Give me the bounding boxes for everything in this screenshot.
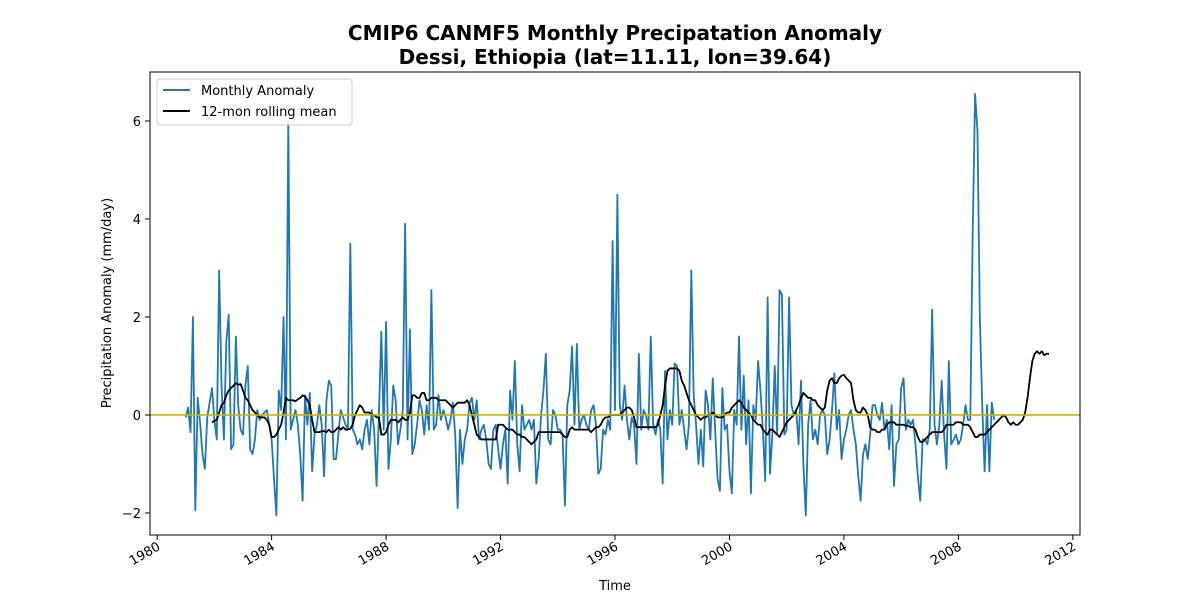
y-tick-label: 6 xyxy=(133,115,141,130)
legend-label-rolling-mean: 12-mon rolling mean xyxy=(201,105,337,120)
y-axis-ticks: −2 0 2 4 6 xyxy=(122,115,150,522)
x-axis-label: Time xyxy=(598,579,631,594)
legend-label-monthly-anomaly: Monthly Anomaly xyxy=(201,84,315,99)
y-tick-label: −2 xyxy=(122,507,141,522)
chart-title: CMIP6 CANMF5 Monthly Precipatation Anoma… xyxy=(348,21,882,45)
y-tick-label: 0 xyxy=(133,409,141,424)
y-tick-label: 4 xyxy=(133,213,141,228)
legend: Monthly Anomaly 12-mon rolling mean xyxy=(156,78,353,126)
series-layer xyxy=(150,93,1080,517)
y-tick-label: 2 xyxy=(133,311,141,326)
y-axis-label: Precipitation Anomaly (mm/day) xyxy=(100,198,115,408)
chart-subtitle: Dessi, Ethiopia (lat=11.11, lon=39.64) xyxy=(399,45,832,69)
rolling-mean-line xyxy=(211,350,1049,446)
legend-box xyxy=(156,78,353,126)
